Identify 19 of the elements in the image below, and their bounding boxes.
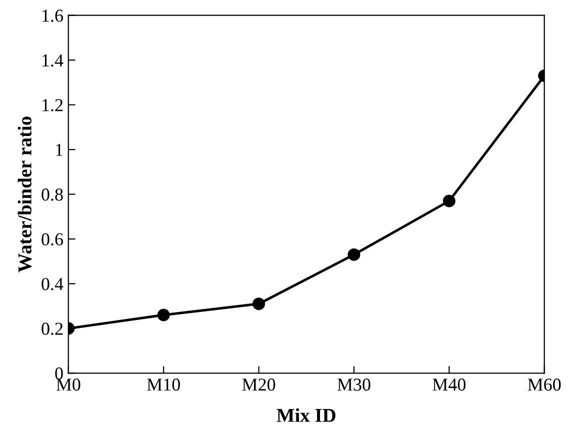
- x-tick-label: M0: [56, 378, 80, 391]
- y-tick-label: 1.2: [42, 99, 63, 112]
- x-tick-label: M20: [242, 378, 276, 391]
- x-axis-title: Mix ID: [276, 408, 336, 422]
- y-tick-label: 0.2: [42, 322, 63, 335]
- y-tick-label: 0: [55, 367, 63, 380]
- x-tick-label: M60: [528, 378, 561, 391]
- y-tick-label: 0.6: [42, 233, 63, 246]
- point: [252, 298, 266, 310]
- x-tick-label: M30: [337, 378, 370, 391]
- x-tick-label: M40: [432, 378, 466, 391]
- y-tick-label: 1: [56, 144, 62, 156]
- y-tick-label: 1.6: [42, 10, 63, 22]
- y-tick-label: 0.8: [42, 188, 63, 201]
- y-tick-label: 0.4: [42, 278, 64, 290]
- point: [348, 248, 360, 261]
- x-tick-label: M10: [147, 378, 180, 391]
- y-tick-label: 1.4: [42, 54, 64, 67]
- y-axis-title: Water/binder ratio: [18, 116, 32, 272]
